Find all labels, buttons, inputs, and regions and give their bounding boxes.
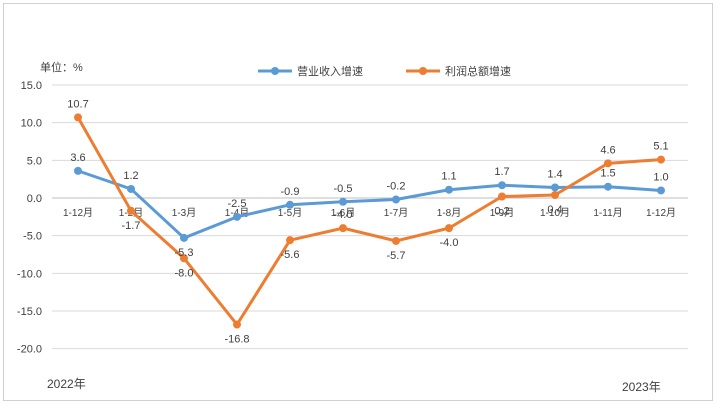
data-point — [392, 195, 400, 204]
series-line-0 — [77, 169, 662, 240]
data-label: 0.2 — [494, 205, 509, 217]
legend-item-profit: 利润总额增速 — [406, 64, 511, 78]
unit-label: 单位：% — [40, 60, 83, 74]
x-tick-label: 1-10月 — [540, 207, 570, 219]
x-tick-label: 1-7月 — [384, 207, 408, 219]
data-point — [551, 183, 559, 192]
data-label: -5.6 — [281, 249, 300, 261]
data-labels: 3.6 1.2 -5.3 -2.5 -0.9 -0.5 -0.2 1.1 1.7 1.4 1.5 1.… — [67, 98, 668, 345]
data-point — [233, 320, 241, 329]
x-tick-label: 1-6月 — [331, 207, 355, 219]
data-label: -5.3 — [175, 247, 194, 259]
legend-item-revenue: 营业收入增速 — [258, 64, 363, 78]
data-label: 1.5 — [600, 168, 615, 180]
y-axis-ticks: 15.0 10.0 5.0 0.0 -5.0 -10.0 -15.0 -20.0 — [17, 80, 42, 356]
period-label-start: 2022年 — [47, 377, 86, 391]
data-point — [127, 206, 135, 215]
x-tick-label: 1-3月 — [172, 207, 196, 219]
data-label: 3.6 — [70, 152, 85, 164]
y-tick-label: 10.0 — [21, 118, 42, 130]
series-line-1 — [76, 116, 662, 327]
y-tick-label: -15.0 — [17, 306, 42, 318]
data-label: -2.5 — [228, 198, 247, 210]
y-tick-label: 5.0 — [27, 155, 42, 167]
series-lines — [74, 113, 665, 329]
data-label: -0.9 — [281, 186, 300, 198]
data-label: 1.4 — [547, 168, 562, 180]
data-point — [127, 184, 135, 193]
data-point — [74, 113, 82, 122]
data-point — [498, 192, 506, 201]
legend: 营业收入增速 利润总额增速 — [258, 64, 511, 78]
data-label: -16.8 — [224, 334, 249, 346]
data-point — [657, 155, 665, 164]
x-tick-label: 1-12月 — [63, 207, 93, 219]
x-tick-label: 1-5月 — [278, 207, 302, 219]
data-point — [233, 212, 241, 221]
data-point — [604, 182, 612, 191]
data-label: -4.0 — [334, 209, 353, 221]
data-point — [180, 233, 188, 242]
x-tick-label: 1-8月 — [437, 207, 461, 219]
data-point — [657, 186, 665, 195]
data-label: 10.7 — [67, 98, 88, 110]
data-label: -1.7 — [122, 220, 141, 232]
data-point — [286, 236, 294, 245]
x-tick-label: 1-11月 — [593, 207, 622, 219]
data-label: 5.1 — [653, 141, 668, 153]
data-point — [445, 224, 453, 233]
data-label: 1.1 — [441, 171, 456, 183]
gridlines — [52, 84, 688, 350]
data-point — [551, 190, 559, 199]
data-point — [392, 236, 400, 245]
data-point — [286, 200, 294, 209]
x-tick-label: 1-12月 — [646, 207, 676, 219]
data-label: -8.0 — [175, 267, 194, 279]
y-tick-label: -5.0 — [23, 231, 42, 243]
data-label: -5.7 — [387, 250, 406, 262]
data-point — [604, 159, 612, 168]
data-label: 0.4 — [547, 204, 562, 216]
data-point — [74, 166, 82, 175]
data-label: -0.2 — [387, 181, 406, 193]
data-point — [498, 181, 506, 190]
x-tick-label: 1-9月 — [490, 207, 514, 219]
legend-label-revenue: 营业收入增速 — [297, 64, 363, 78]
x-axis-ticks: 1-12月1-2月1-3月1-4月1-5月1-6月1-7月1-8月1-9月1-1… — [63, 207, 676, 219]
data-label: 1.2 — [123, 170, 138, 182]
y-tick-label: 15.0 — [21, 80, 42, 92]
data-point — [339, 224, 347, 233]
data-label: 1.7 — [494, 166, 509, 178]
y-tick-label: 0.0 — [27, 193, 42, 205]
data-label: 4.6 — [600, 144, 615, 156]
data-label: -4.0 — [440, 237, 459, 249]
data-point — [180, 254, 188, 263]
y-tick-label: -10.0 — [17, 268, 42, 280]
y-tick-label: -20.0 — [17, 344, 42, 356]
period-label-end: 2023年 — [622, 380, 661, 394]
legend-label-profit: 利润总额增速 — [445, 64, 511, 78]
data-label: 1.0 — [653, 171, 668, 183]
data-label: -0.5 — [334, 183, 353, 195]
data-point — [445, 185, 453, 194]
data-point — [339, 197, 347, 206]
